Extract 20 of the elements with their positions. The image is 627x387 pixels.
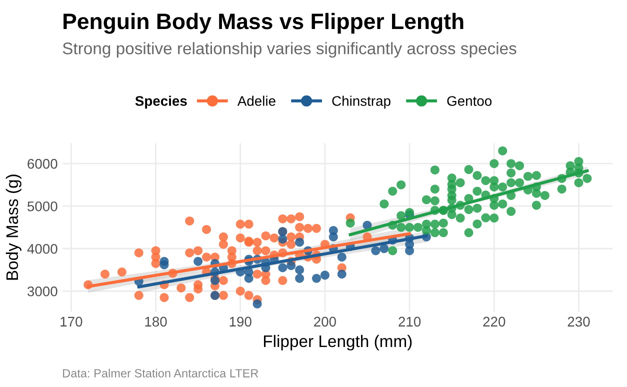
x-tick-label: 180 [145, 316, 167, 327]
y-axis-title: Body Mass (g) [6, 174, 22, 280]
x-tick-label: 170 [60, 316, 82, 327]
text: Data: Palmer Station Antarctica LTER [63, 368, 258, 378]
chart-title: Penguin Body Mass vs Flipper Length [64, 12, 464, 34]
x-tick-label: 220 [483, 316, 506, 327]
x-tick-label: 230 [568, 316, 590, 327]
y-tick-label: 5000 [28, 201, 58, 212]
chart-subtitle: Strong positive relationship varies significantly across species [62, 42, 516, 58]
y-tick-label: 6000 [28, 158, 58, 169]
x-tick-label: 200 [314, 316, 336, 327]
legend-title: Species [135, 96, 187, 109]
x-tick-label: 210 [398, 316, 421, 327]
legend-label: Adelie [237, 96, 276, 106]
legend-label: Gentoo [447, 96, 492, 106]
x-axis-title: Flipper Length (mm) [264, 334, 412, 350]
legend-label: Chinstrap [332, 96, 390, 109]
y-tick-label: 4000 [27, 244, 58, 254]
x-tick-label: 190 [230, 316, 252, 327]
y-tick-label: 3000 [27, 286, 58, 296]
